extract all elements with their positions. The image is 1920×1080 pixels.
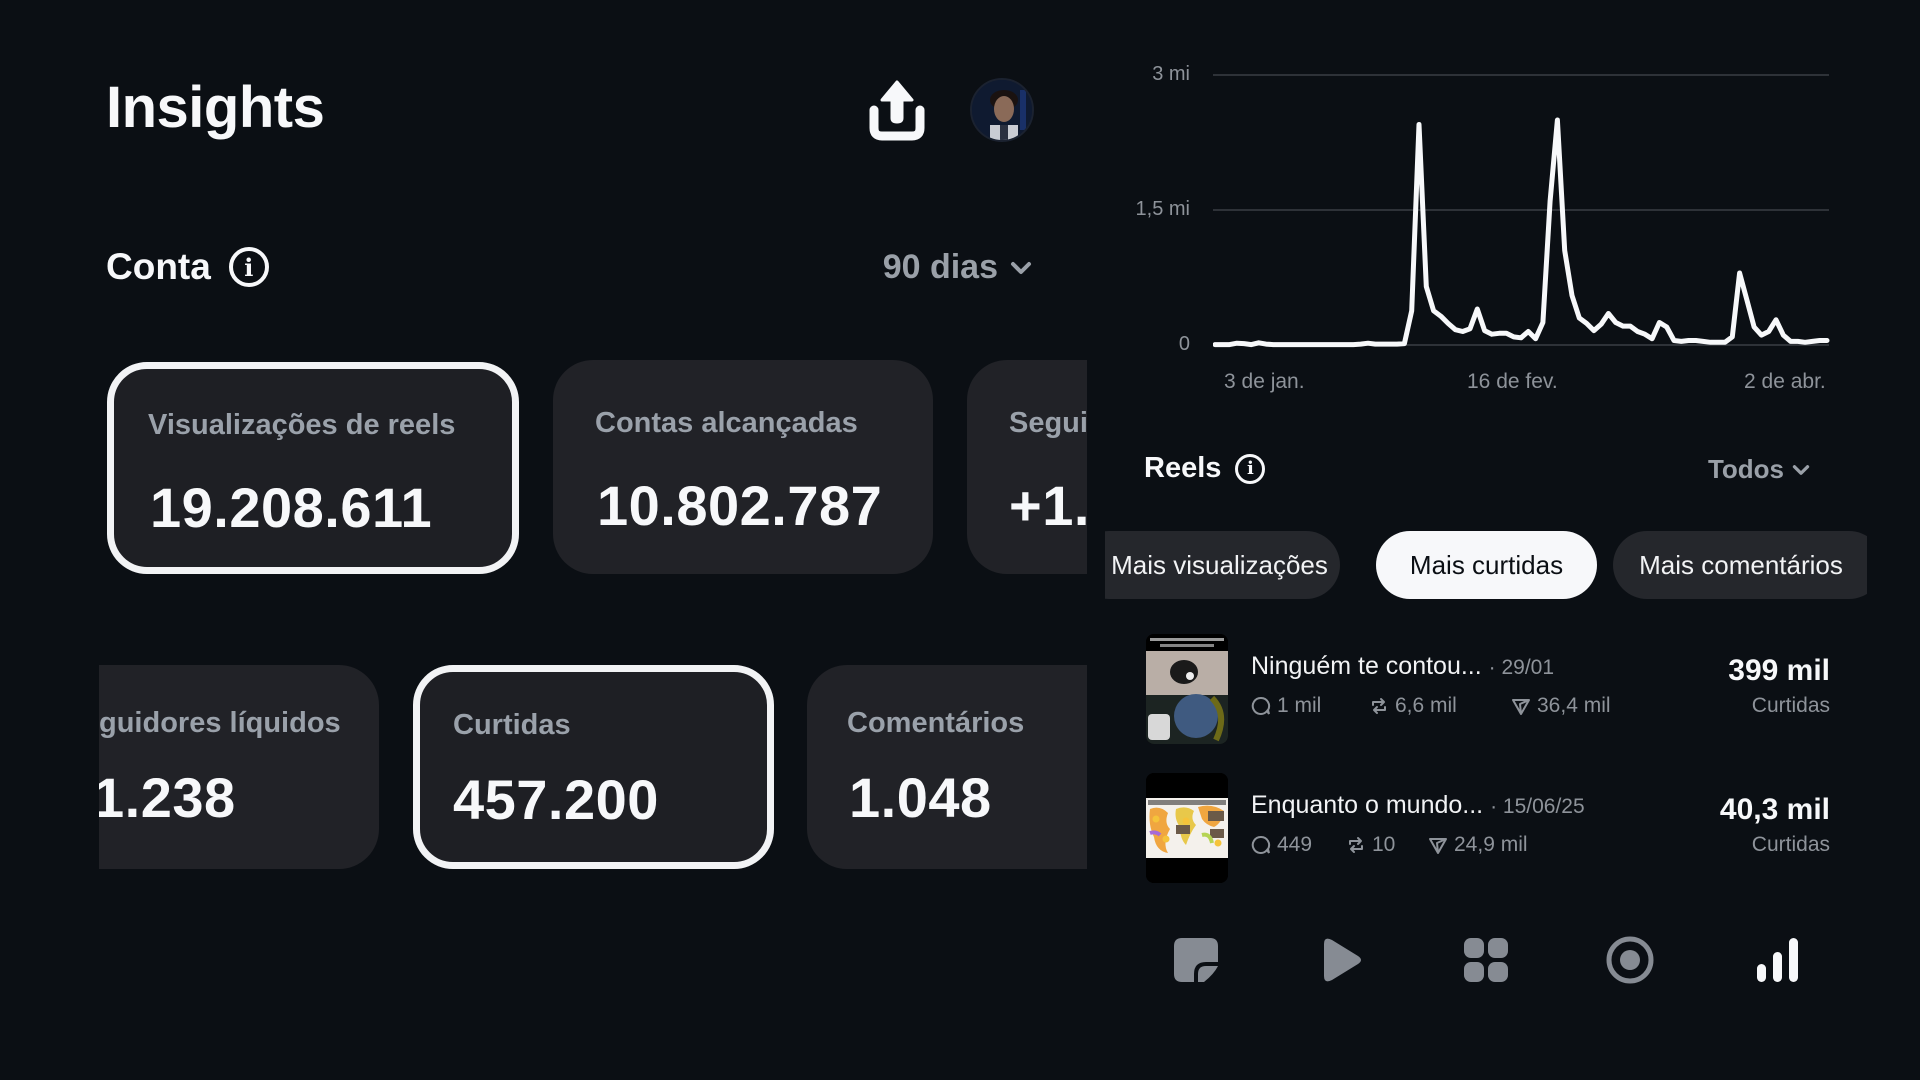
period-dropdown-label: 90 dias <box>882 248 998 286</box>
share-paperplane-icon <box>1512 699 1530 715</box>
reels-title-label: Reels <box>1144 452 1222 484</box>
metric-card-label: Curtidas <box>453 709 571 741</box>
metric-card-reel-views[interactable]: Visualizações de reels 19.208.611 <box>107 362 519 574</box>
nav-live[interactable] <box>1604 934 1656 986</box>
reel-title: Ninguém te contou... · 29/01 <box>1251 652 1554 681</box>
tab-most-comments[interactable]: Mais comentários <box>1613 531 1867 599</box>
metric-card-value: 10.802.787 <box>597 474 883 537</box>
reel-title-text: Enquanto o mundo... <box>1251 791 1484 819</box>
info-icon[interactable]: i <box>228 247 269 287</box>
reel-title-text: Ninguém te contou... <box>1251 652 1482 680</box>
reel-list-item[interactable]: Enquanto o mundo... · 15/06/25 449 10 24… <box>1146 773 1830 883</box>
upload-icon <box>869 80 925 141</box>
reel-metric: 40,3 mil Curtidas <box>1720 793 1830 857</box>
reel-comments-stat: 449 <box>1251 833 1346 857</box>
reel-stats: 449 10 24,9 mil <box>1251 833 1528 857</box>
metric-card-value: 1.048 <box>849 766 992 829</box>
nav-grid[interactable] <box>1460 934 1512 986</box>
metric-card-likes[interactable]: Curtidas 457.200 <box>413 665 774 869</box>
chart-line-series <box>1213 117 1830 348</box>
reel-metric-label: Curtidas <box>1751 833 1830 856</box>
reel-list-item[interactable]: Ninguém te contou... · 29/01 1 mil 6,6 m… <box>1146 634 1830 744</box>
reel-comments-stat: 1 mil <box>1251 694 1369 718</box>
account-section-title: Conta i <box>106 246 269 288</box>
reel-metric: 399 mil Curtidas <box>1728 654 1830 718</box>
tab-most-views[interactable]: Mais visualizações <box>1105 531 1340 599</box>
avatar-photo-icon <box>972 80 1032 140</box>
tab-label: Mais curtidas <box>1409 549 1564 580</box>
metric-card-label: Comentários <box>847 707 1025 739</box>
reels-play-icon <box>1324 938 1361 982</box>
metric-card-value: 457.200 <box>453 768 659 831</box>
reel-shares-stat: 24,9 mil <box>1428 833 1528 857</box>
metric-card-label: Visualizações de reels <box>148 409 456 441</box>
share-paperplane-icon <box>1429 838 1447 854</box>
nav-reels[interactable] <box>1316 934 1368 986</box>
reel-shares-stat: 36,4 mil <box>1511 694 1611 718</box>
nav-posts[interactable] <box>1170 934 1222 986</box>
metric-card-value: +1. <box>1009 474 1087 537</box>
nav-insights[interactable] <box>1752 934 1804 986</box>
info-icon[interactable]: i <box>1235 453 1266 484</box>
metric-card-value: 19.208.611 <box>150 476 433 539</box>
tab-label: Mais visualizações <box>1111 549 1328 580</box>
reel-stats: 1 mil 6,6 mil 36,4 mil <box>1251 694 1611 718</box>
metric-cards-row-2[interactable]: guidores líquidos 1.238 Curtidas 457.200… <box>99 660 1087 880</box>
reel-reposts-stat: 10 <box>1346 833 1428 857</box>
metric-card-comments[interactable]: Comentários 1.048 <box>807 665 1087 869</box>
metric-card-label: Segui <box>1009 407 1087 439</box>
account-title-label: Conta <box>106 246 211 287</box>
reel-metric-value: 399 mil <box>1728 654 1830 687</box>
chart-y-tick: 3 mi <box>1152 63 1190 85</box>
reel-date: · 29/01 <box>1488 656 1555 679</box>
reels-filter-dropdown[interactable]: Todos <box>1708 454 1810 485</box>
tab-label: Mais comentários <box>1639 549 1843 580</box>
repost-icon <box>1349 837 1363 853</box>
insights-bars-icon <box>1757 938 1798 982</box>
chevron-down-icon <box>1011 261 1031 274</box>
live-icon <box>1606 936 1654 984</box>
reels-filter-label: Todos <box>1707 454 1784 484</box>
tab-most-likes[interactable]: Mais curtidas <box>1376 531 1597 599</box>
chevron-down-icon <box>1792 464 1810 475</box>
chart-plot-area <box>1213 74 1830 348</box>
reels-section-title: Reels i <box>1144 452 1266 485</box>
metric-card-label: guidores líquidos <box>99 707 341 739</box>
metric-card-value: 1.238 <box>99 766 236 829</box>
repost-icon <box>1372 698 1386 714</box>
reel-metric-value: 40,3 mil <box>1719 793 1830 826</box>
chart-x-tick: 3 de jan. <box>1224 370 1305 393</box>
reel-title: Enquanto o mundo... · 15/06/25 <box>1251 791 1585 820</box>
reel-metric-label: Curtidas <box>1751 694 1830 717</box>
grid-icon <box>1464 938 1508 982</box>
reel-date: · 15/06/25 <box>1490 795 1585 818</box>
metric-card-net-followers[interactable]: guidores líquidos 1.238 <box>99 665 379 869</box>
metric-card-accounts-reached[interactable]: Contas alcançadas 10.802.787 <box>553 360 933 574</box>
share-button[interactable] <box>866 78 928 142</box>
comment-icon <box>1251 835 1271 854</box>
metric-cards-row-1[interactable]: Visualizações de reels 19.208.611 Contas… <box>0 355 1087 585</box>
chart-x-tick: 2 de abr. <box>1744 370 1826 393</box>
reel-thumbnail-image-icon <box>1146 634 1228 744</box>
chart-x-tick: 16 de fev. <box>1467 370 1558 393</box>
chart-y-tick: 1,5 mi <box>1135 198 1190 220</box>
reel-thumbnail <box>1146 773 1228 883</box>
reel-thumbnail-image-icon <box>1146 773 1228 883</box>
posts-icon <box>1174 938 1218 982</box>
reel-thumbnail <box>1146 634 1228 744</box>
metric-card-followers[interactable]: Segui +1. <box>967 360 1087 574</box>
period-dropdown[interactable]: 90 dias <box>883 248 1032 287</box>
comment-icon <box>1251 696 1271 715</box>
page-title: Insights <box>106 75 325 140</box>
reels-sort-tabs[interactable]: Mais visualizações Mais curtidas Mais co… <box>1105 520 1867 610</box>
avatar[interactable] <box>970 78 1034 142</box>
reel-reposts-stat: 6,6 mil <box>1369 694 1511 718</box>
chart-y-tick: 0 <box>1178 333 1190 355</box>
metric-card-label: Contas alcançadas <box>595 407 858 439</box>
reel-views-chart: 3 mi 1,5 mi 0 3 de jan. 16 de fev. 2 de … <box>1110 60 1860 400</box>
